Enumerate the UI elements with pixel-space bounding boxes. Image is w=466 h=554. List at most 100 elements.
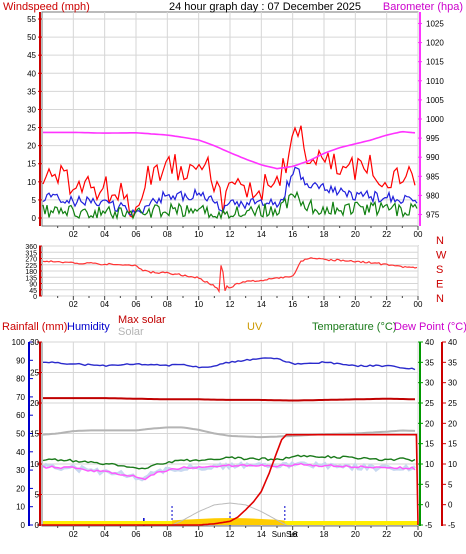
x-tick-label: 22 bbox=[382, 300, 391, 309]
windspeed-axis-title: Windspeed (mph) bbox=[3, 1, 90, 13]
humidity-tick-label: 70 bbox=[16, 393, 25, 402]
x-tick-label: 00 bbox=[414, 300, 423, 309]
barometer-tick-label: 975 bbox=[426, 211, 440, 220]
x-tick-label: 08 bbox=[163, 230, 172, 239]
barometer-axis-title: Barometer (hpa) bbox=[383, 1, 463, 13]
x-tick-label: 10 bbox=[194, 230, 203, 239]
x-tick-label: 14 bbox=[257, 230, 266, 239]
humidity-tick-label: 50 bbox=[16, 430, 25, 439]
humidity-tick-label: 60 bbox=[16, 411, 25, 420]
humidity-tick-label: 0 bbox=[21, 521, 26, 530]
direction-tick-label: 45 bbox=[29, 288, 37, 295]
dewpoint-tick-label: 25 bbox=[448, 399, 457, 408]
windspeed-tick-label: 15 bbox=[27, 160, 36, 169]
humidity-line bbox=[43, 357, 416, 371]
direction-tick-label: 225 bbox=[25, 263, 37, 270]
dewpoint-tick-label: 30 bbox=[448, 379, 457, 388]
x-tick-label: 22 bbox=[382, 230, 391, 239]
rainfall-tick-label: 10 bbox=[30, 460, 39, 469]
humidity-tick-label: 100 bbox=[12, 338, 26, 347]
barometer-tick-label: 990 bbox=[426, 153, 440, 162]
barometer-tick-label: 995 bbox=[426, 134, 440, 143]
x-tick-label: 04 bbox=[100, 530, 109, 539]
dewpoint-tick-label: 40 bbox=[448, 338, 457, 347]
x-tick-label: 18 bbox=[320, 300, 329, 309]
x-tick-label: 14 bbox=[257, 530, 266, 539]
x-tick-label: 06 bbox=[132, 230, 141, 239]
dew-point-line bbox=[42, 462, 416, 481]
humidity-tick-label: 30 bbox=[16, 466, 25, 475]
x-tick-label: 00 bbox=[414, 530, 423, 539]
rainfall-tick-label: 0 bbox=[35, 521, 40, 530]
x-tick-label: 16 bbox=[288, 300, 297, 309]
rainfall-tick-label: 25 bbox=[30, 369, 39, 378]
compass-label: E bbox=[436, 279, 443, 291]
dewpoint-axis-title: Dew Point (°C) bbox=[394, 321, 466, 333]
x-tick-label: 06 bbox=[132, 530, 141, 539]
compass-label: W bbox=[436, 250, 447, 262]
dewpoint-tick-label: 10 bbox=[448, 460, 457, 469]
x-tick-label: 12 bbox=[226, 230, 235, 239]
x-tick-label: 18 bbox=[320, 230, 329, 239]
temperature-tick-label: 40 bbox=[425, 338, 434, 347]
x-tick-label: 20 bbox=[351, 300, 360, 309]
direction-tick-label: 90 bbox=[29, 282, 37, 289]
barometer-tick-label: 1005 bbox=[426, 96, 444, 105]
x-tick-label: 08 bbox=[163, 530, 172, 539]
windspeed-tick-label: 25 bbox=[27, 124, 36, 133]
humidity-axis-title: Humidity bbox=[67, 321, 110, 333]
humidity-tick-label: 40 bbox=[16, 448, 25, 457]
barometer-tick-label: 985 bbox=[426, 172, 440, 181]
rainfall-tick-label: 15 bbox=[30, 430, 39, 439]
x-tick-label: 02 bbox=[69, 300, 78, 309]
temperature-tick-label: 15 bbox=[425, 440, 434, 449]
windspeed-tick-label: 10 bbox=[27, 178, 36, 187]
max-solar-line bbox=[43, 397, 416, 402]
barometer-line bbox=[43, 130, 416, 170]
rainfall-line bbox=[42, 433, 419, 526]
windspeed-tick-label: 55 bbox=[27, 15, 36, 24]
rainfall-tick-label: 20 bbox=[30, 399, 39, 408]
direction-tick-label: 0 bbox=[33, 294, 37, 301]
max-solar-legend: Max solar bbox=[118, 314, 166, 326]
windspeed-tick-label: 40 bbox=[27, 69, 36, 78]
x-tick-label: 10 bbox=[194, 530, 203, 539]
compass-label: S bbox=[436, 264, 443, 276]
uv-legend: UV bbox=[247, 321, 263, 333]
x-tick-label: 20 bbox=[351, 230, 360, 239]
barometer-tick-label: 1000 bbox=[426, 115, 444, 124]
temperature-tick-label: 20 bbox=[425, 419, 434, 428]
dewpoint-tick-label: 5 bbox=[448, 480, 453, 489]
x-tick-label: 02 bbox=[69, 230, 78, 239]
x-tick-label: 04 bbox=[100, 300, 109, 309]
chart-title: 24 hour graph day : 07 December 2025 bbox=[169, 1, 361, 13]
wind-average-line bbox=[42, 166, 418, 216]
direction-tick-label: 270 bbox=[25, 257, 37, 264]
windspeed-tick-label: 30 bbox=[27, 105, 36, 114]
rainfall-axis-title: Rainfall (mm) bbox=[2, 321, 67, 333]
temperature-tick-label: 10 bbox=[425, 460, 434, 469]
barometer-tick-label: 1015 bbox=[426, 58, 444, 67]
dewpoint-tick-label: -5 bbox=[448, 521, 456, 530]
barometer-tick-label: 1020 bbox=[426, 39, 444, 48]
windspeed-tick-label: 45 bbox=[27, 51, 36, 60]
x-tick-label: 16 bbox=[288, 230, 297, 239]
direction-tick-label: 315 bbox=[25, 250, 37, 257]
rainfall-tick-label: 30 bbox=[30, 338, 39, 347]
x-tick-label: 12 bbox=[226, 300, 235, 309]
x-tick-label: 18 bbox=[320, 530, 329, 539]
temperature-tick-label: -5 bbox=[425, 521, 433, 530]
humidity-tick-label: 80 bbox=[16, 375, 25, 384]
x-tick-label: 04 bbox=[100, 230, 109, 239]
windspeed-tick-label: 0 bbox=[32, 214, 37, 223]
direction-tick-label: 135 bbox=[25, 275, 37, 282]
humidity-tick-label: 10 bbox=[16, 503, 25, 512]
temperature-tick-label: 30 bbox=[425, 379, 434, 388]
dewpoint-tick-label: 20 bbox=[448, 419, 457, 428]
windspeed-tick-label: 35 bbox=[27, 87, 36, 96]
sunset-label: SunSet bbox=[272, 530, 299, 539]
barometer-tick-label: 1010 bbox=[426, 77, 444, 86]
temperature-axis-title: Temperature (°C) bbox=[312, 321, 396, 333]
solar-legend: Solar bbox=[118, 326, 144, 338]
dewpoint-tick-label: 0 bbox=[448, 501, 453, 510]
